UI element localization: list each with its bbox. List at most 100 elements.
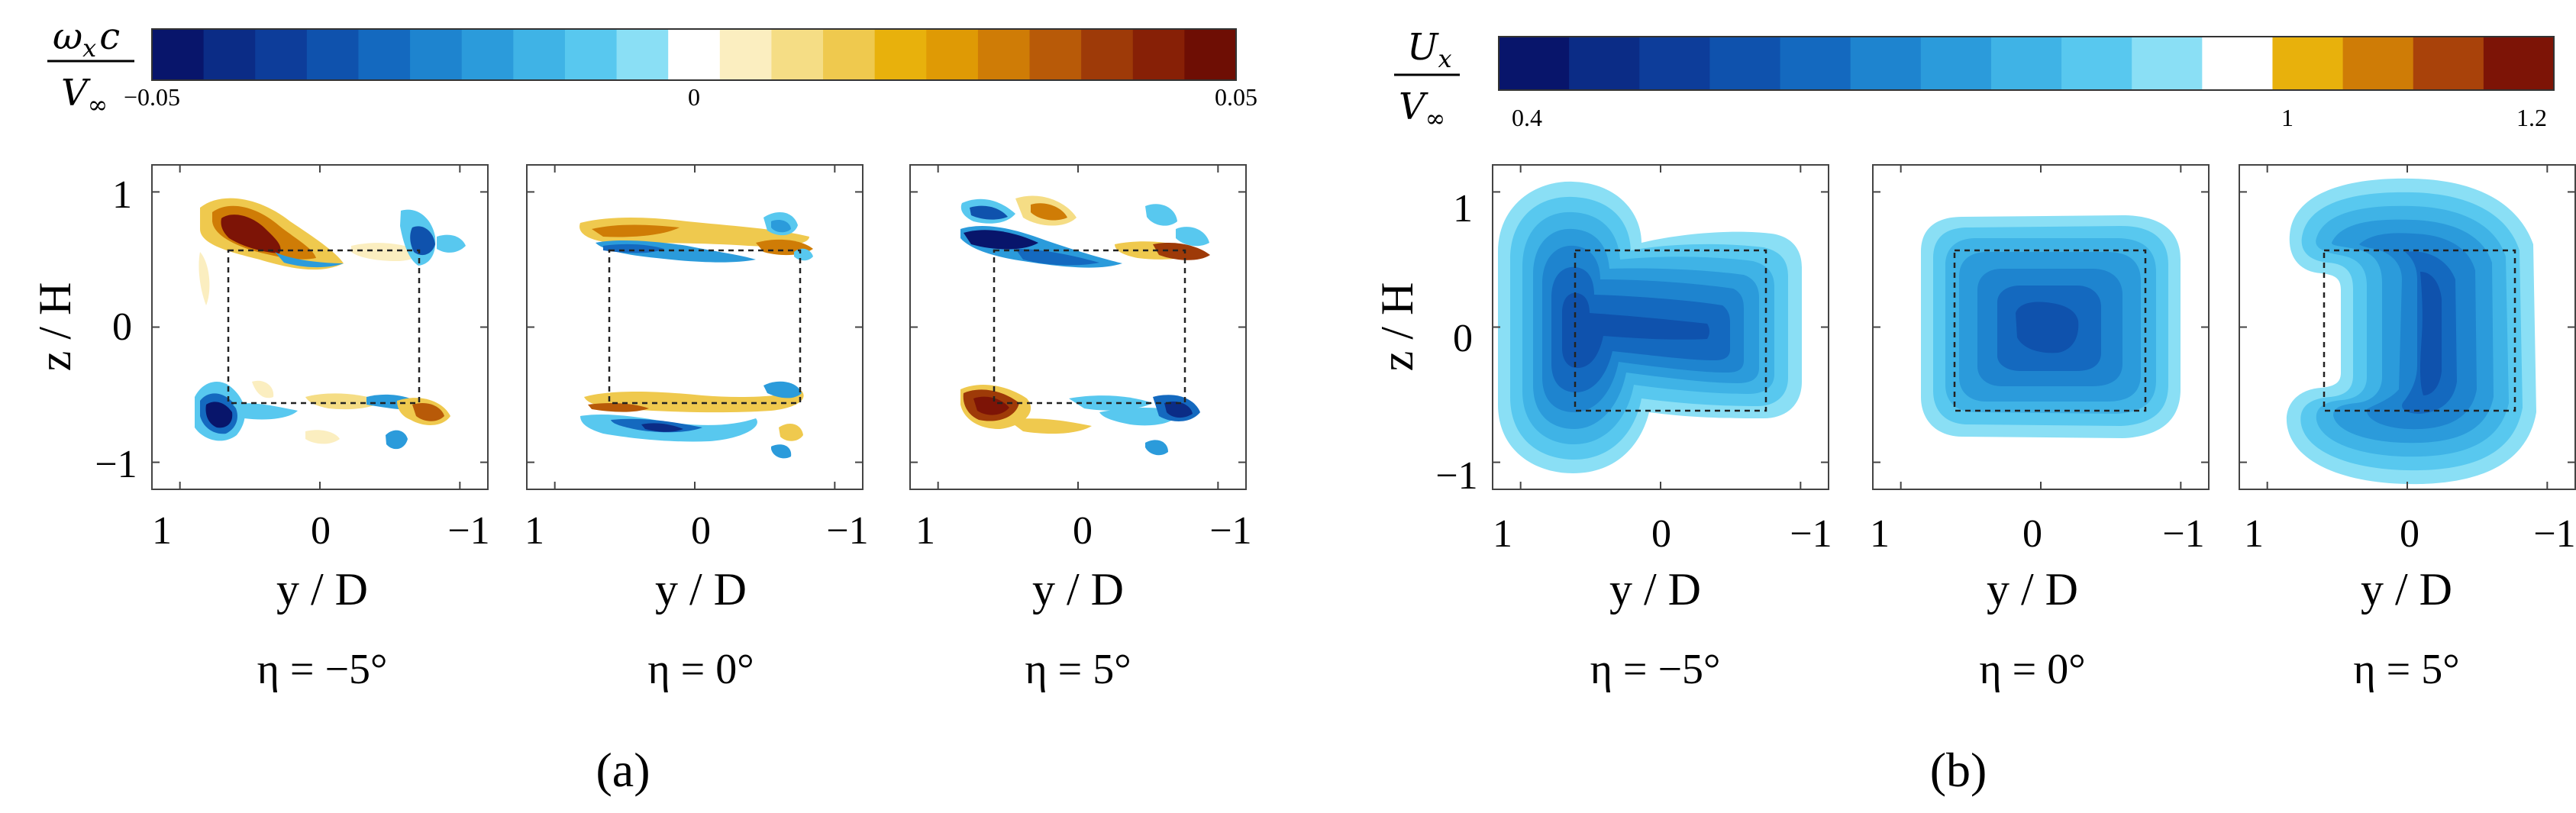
- colorbar-cell: [977, 29, 1031, 80]
- xtick-b1-m1: −1: [1790, 512, 1832, 556]
- vorticity-blob: [779, 424, 803, 441]
- xtick-a1-m1: −1: [447, 509, 489, 553]
- vorticity-blob: [275, 252, 344, 268]
- vorticity-blob: [386, 430, 408, 450]
- xtick-a3-1: 1: [915, 509, 935, 553]
- body-outline-dashed: [1574, 249, 1767, 412]
- colorbar-b-tick-min: 0.4: [1512, 104, 1542, 131]
- x-axis-labels: 1 0 −1 y / D η = −5° 1 0 −1 y / D η = 0°…: [152, 509, 2576, 693]
- panel-b-eta-5: [2239, 164, 2576, 490]
- xtick-b1-1: 1: [1493, 512, 1512, 556]
- subfigure-label-a: (a): [596, 743, 650, 797]
- yaxis-b: z / H 1 0 −1: [1372, 187, 1478, 498]
- colorbar-cell: [1184, 29, 1237, 80]
- colorbar-b-tick-max: 1.2: [2516, 104, 2547, 131]
- vorticity-blob: [794, 248, 813, 261]
- xtick-b2-m1: −1: [2162, 512, 2204, 556]
- colorbar-cell: [2202, 37, 2274, 90]
- colorbar-a-tick-max: 0.05: [1215, 83, 1257, 111]
- colorbar-a: −0.05 0 0.05 ωxc V∞: [47, 15, 1257, 119]
- panel-a1-field: [195, 198, 466, 450]
- colorbar-cell: [1639, 37, 1710, 90]
- colorbar-cell: [668, 29, 721, 80]
- colorbar-b-cells: [1499, 37, 2555, 90]
- panel-a-eta-5: [909, 164, 1247, 490]
- colorbar-cell: [1709, 37, 1781, 90]
- colorbar-b-label: Ux V∞: [1394, 26, 1460, 133]
- colorbar-a-tick-min: −0.05: [124, 83, 180, 111]
- ytick-b-0: 0: [1453, 317, 1473, 360]
- xlabel-a3: y / D: [1032, 564, 1124, 615]
- vorticity-blob: [964, 230, 1038, 250]
- panel-a3-frame: [909, 164, 1247, 490]
- vorticity-blob: [641, 423, 683, 432]
- xlabel-a2: y / D: [655, 564, 747, 615]
- xtick-b3-1: 1: [2244, 512, 2264, 556]
- velocity-contour: [1562, 292, 1709, 368]
- vorticity-blob: [1031, 203, 1067, 221]
- vorticity-blob: [305, 430, 340, 444]
- xtick-a1-1: 1: [152, 509, 172, 553]
- condition-b2: η = 0°: [1979, 646, 2085, 693]
- xtick-b3-0: 0: [2400, 512, 2419, 556]
- colorbar-cell: [926, 29, 979, 80]
- colorbar-b-label-numerator: Ux: [1407, 26, 1452, 73]
- panel-b3-field: [2286, 178, 2536, 485]
- ylabel-a: z / H: [30, 282, 80, 372]
- colorbar-cell: [152, 29, 205, 80]
- colorbar-cell: [1081, 29, 1134, 80]
- colorbar-cell: [1990, 37, 2062, 90]
- xtick-b3-m1: −1: [2533, 512, 2575, 556]
- vorticity-blob: [763, 381, 802, 398]
- condition-a1: η = −5°: [257, 646, 388, 693]
- colorbar-cell: [2061, 37, 2132, 90]
- xlabel-b1: y / D: [1609, 564, 1701, 615]
- subfigure-label-b-text: (b): [1930, 743, 1987, 797]
- condition-b1: η = −5°: [1590, 646, 1721, 693]
- colorbar-cell: [1569, 37, 1640, 90]
- vorticity-blob: [1145, 204, 1177, 226]
- xtick-b2-1: 1: [1870, 512, 1890, 556]
- body-outline-dashed: [1953, 249, 2147, 412]
- colorbar-a-label-numerator: ωxc: [53, 15, 120, 63]
- colorbar-cell: [2132, 37, 2203, 90]
- vorticity-blob: [412, 402, 444, 421]
- colorbar-cell: [2483, 37, 2555, 90]
- colorbar-cell: [1029, 29, 1082, 80]
- colorbar-cell: [1132, 29, 1185, 80]
- panel-a-eta-0: [526, 164, 864, 490]
- colorbar-cell: [410, 29, 463, 80]
- colorbar-b-frame: [1498, 36, 2555, 91]
- panel-b2-field: [1921, 215, 2181, 438]
- body-outline-dashed: [227, 249, 421, 405]
- vorticity-blob: [351, 243, 418, 261]
- subfigure-label-b: (b): [1930, 743, 1987, 797]
- ytick-a-m1: −1: [95, 443, 137, 486]
- vorticity-blob: [973, 396, 1009, 415]
- ytick-a-1: 1: [112, 173, 132, 217]
- colorbar-cell: [461, 29, 514, 80]
- vorticity-blob: [199, 252, 210, 305]
- panel-b-eta-minus5: [1492, 164, 1829, 490]
- vorticity-blob: [588, 402, 649, 412]
- colorbar-cell: [2413, 37, 2484, 90]
- xtick-b1-0: 0: [1651, 512, 1671, 556]
- vorticity-blob: [1164, 401, 1193, 418]
- colorbar-cell: [719, 29, 773, 80]
- colorbar-a-tick-mid: 0: [688, 83, 700, 111]
- colorbar-cell: [2272, 37, 2344, 90]
- colorbar-a-label: ωxc V∞: [47, 15, 134, 119]
- vorticity-blob: [1153, 242, 1210, 260]
- panel-a-eta-minus5: [151, 164, 489, 490]
- colorbar-cell: [306, 29, 360, 80]
- vorticity-blob: [771, 220, 791, 233]
- colorbar-cell: [564, 29, 618, 80]
- ytick-b-1: 1: [1453, 187, 1473, 231]
- tick-marks: [152, 165, 2575, 489]
- xtick-a3-0: 0: [1073, 509, 1093, 553]
- vorticity-blob: [410, 226, 435, 256]
- colorbar-cell: [255, 29, 308, 80]
- vorticity-blob: [1008, 418, 1092, 434]
- panel-b1-field: [1498, 181, 1802, 473]
